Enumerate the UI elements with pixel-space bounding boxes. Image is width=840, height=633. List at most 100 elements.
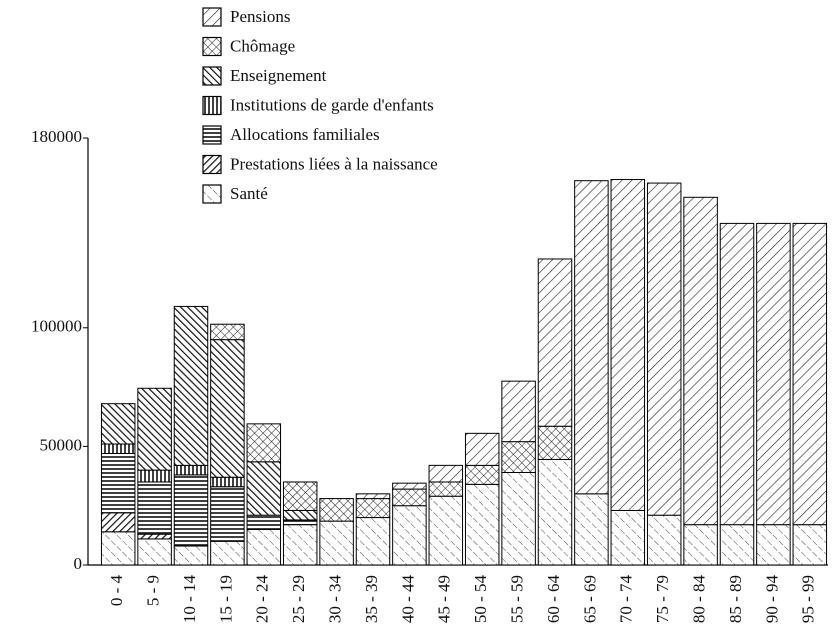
legend-swatch (202, 125, 222, 145)
bar-segment (392, 482, 427, 490)
x-tick-label: 50 - 54 (471, 575, 490, 624)
bar-segment (355, 498, 391, 519)
bar-segment (610, 179, 646, 511)
bar-segment (319, 520, 354, 566)
bar-segment (501, 471, 536, 566)
bar-segment (173, 545, 209, 566)
legend-label: Pensions (230, 7, 290, 26)
bar-segment (282, 524, 318, 566)
bar-segment (428, 464, 464, 483)
bar-segment (537, 458, 573, 566)
bar-segment (173, 305, 209, 466)
bar-segment (246, 514, 282, 530)
bar-segment (756, 222, 791, 526)
bar-segment (464, 464, 500, 485)
x-tick-label: 5 - 9 (144, 575, 163, 606)
x-tick-label: 15 - 19 (216, 575, 235, 623)
x-tick-label: 0 - 4 (107, 575, 126, 607)
y-tick-label: 100000 (31, 317, 82, 336)
legend-label: Prestations liées à la naissance (230, 154, 438, 173)
bar-segment (646, 514, 682, 566)
bar-segment (137, 533, 172, 540)
bar-segment (392, 505, 427, 566)
bar-segment (282, 481, 318, 511)
y-tick-label: 0 (74, 554, 83, 573)
legend-swatch (202, 154, 222, 175)
bar-segment (246, 461, 282, 516)
y-tick-label: 50000 (40, 435, 83, 454)
legend-swatch (202, 7, 222, 27)
x-tick-label: 55 - 59 (508, 575, 527, 623)
legend-label: Santé (230, 184, 268, 203)
x-tick-label: 25 - 29 (289, 575, 308, 623)
x-tick-label: 60 - 64 (544, 575, 563, 624)
bar-segment (392, 488, 427, 507)
bar-segment (792, 524, 828, 566)
bar-segment (100, 512, 136, 533)
bar-segment (719, 222, 755, 526)
bar-segment (756, 524, 791, 566)
bar-segment (537, 258, 573, 427)
bar-segment (100, 531, 136, 566)
x-tick-label: 10 - 14 (180, 575, 199, 624)
bar-segment (210, 339, 245, 478)
x-tick-label: 85 - 89 (726, 575, 745, 623)
bar-segment (282, 519, 318, 526)
bar-segment (428, 481, 464, 497)
x-tick-label: 70 - 74 (617, 575, 636, 624)
bar-segment (683, 196, 718, 526)
legend-swatch (202, 184, 222, 204)
bar-segment (792, 222, 828, 526)
bar-segment (246, 528, 282, 566)
bar-segment (319, 498, 354, 522)
bar-segment (574, 493, 609, 566)
bar-segment (210, 323, 245, 341)
x-tick-label: 80 - 84 (690, 575, 709, 624)
x-tick-label: 45 - 49 (435, 575, 454, 623)
bar-segment (537, 425, 573, 460)
y-tick-label: 180000 (31, 127, 82, 146)
bar-segment (173, 464, 209, 476)
bar-segment (610, 509, 646, 566)
bar-segment (501, 380, 536, 443)
bar-segment (210, 486, 245, 542)
legend-label: Chômage (230, 36, 295, 55)
bar-segment (210, 540, 245, 566)
bar-segment (428, 495, 464, 566)
legend-label: Allocations familiales (230, 125, 380, 144)
x-tick-label: 40 - 44 (398, 575, 417, 624)
legend-label: Institutions de garde d'enfants (230, 95, 434, 114)
bar-segment (355, 517, 391, 566)
bar-segment (646, 182, 682, 516)
x-tick-label: 65 - 69 (580, 575, 599, 623)
bar-segment (137, 538, 172, 566)
bar-segment (100, 443, 136, 455)
x-tick-label: 75 - 79 (653, 575, 672, 623)
x-tick-label: 95 - 99 (799, 575, 818, 623)
bar-segment (464, 483, 500, 566)
bar-segment (282, 509, 318, 521)
legend-swatch (202, 66, 222, 86)
x-tick-label: 30 - 34 (326, 575, 345, 624)
legend-swatch (202, 36, 222, 57)
bar-segment (137, 387, 172, 471)
x-tick-label: 90 - 94 (762, 575, 781, 624)
bar-segment (246, 423, 282, 463)
legend-label: Enseignement (230, 66, 327, 85)
bar-segment (355, 493, 391, 500)
bar-segment (100, 453, 136, 514)
bar-segment (137, 481, 172, 535)
bar-segment (719, 524, 755, 566)
bar-segment (210, 476, 245, 488)
bar-segment (173, 474, 209, 547)
x-tick-label: 35 - 39 (362, 575, 381, 623)
x-tick-label: 20 - 24 (253, 575, 272, 624)
bar-segment (100, 403, 136, 445)
bar-segment (501, 441, 536, 473)
bar-segment (464, 432, 500, 466)
legend-swatch (202, 95, 222, 116)
bar-segment (574, 180, 609, 495)
bar-segment (683, 524, 718, 566)
bar-segment (137, 469, 172, 483)
